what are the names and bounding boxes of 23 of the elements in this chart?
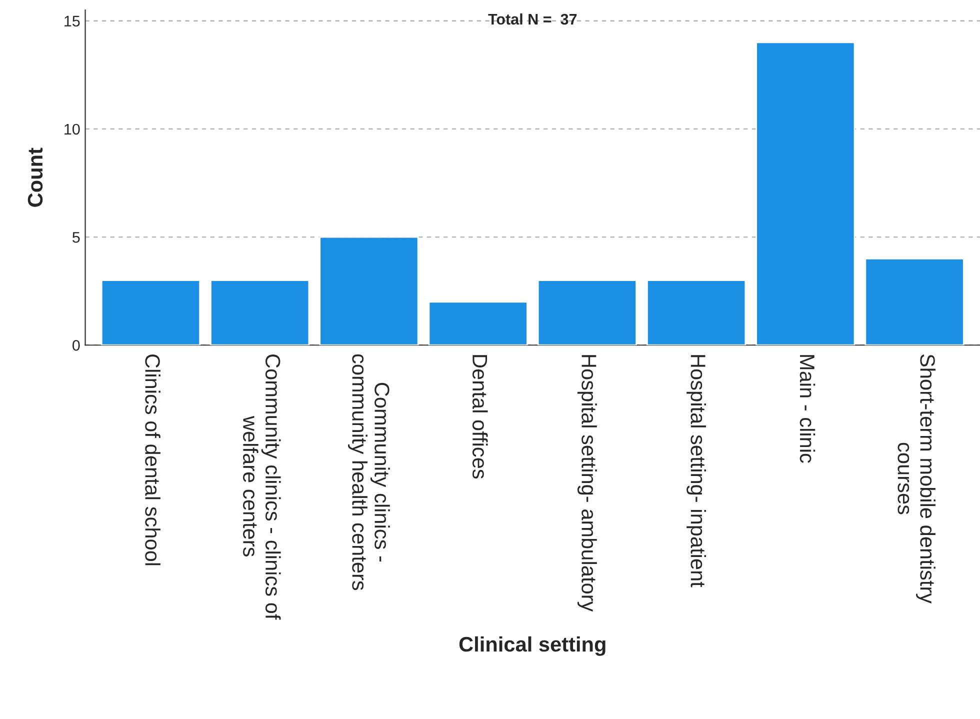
x-tick-label: Main - clinic bbox=[800, 355, 816, 463]
x-tick-label: Community clinics - clinics of welfare centers bbox=[243, 354, 281, 620]
bar bbox=[756, 42, 856, 346]
bar bbox=[210, 280, 310, 346]
x-tick-label: Hospital setting- inpatient bbox=[686, 355, 706, 588]
y-tick-label: 5 bbox=[72, 232, 80, 243]
x-tick-label: Hospital setting- ambulatory bbox=[577, 355, 597, 612]
x-tick-label: Dental offices bbox=[472, 355, 488, 479]
x-tick-label: Clinics of dental school bbox=[145, 354, 160, 566]
bar bbox=[319, 236, 419, 346]
y-tick-label: 15 bbox=[64, 16, 80, 27]
y-tick-label: 10 bbox=[64, 124, 80, 135]
bar bbox=[537, 280, 637, 346]
annotation: Total N = 37 bbox=[488, 13, 577, 25]
bar bbox=[428, 301, 528, 346]
bar bbox=[100, 280, 201, 346]
bar bbox=[646, 280, 746, 346]
y-tick-label: 0 bbox=[72, 340, 80, 351]
x-tick-label: Short-term mobile dentistry courses bbox=[898, 354, 936, 604]
y-axis-title: Count bbox=[28, 148, 43, 207]
x-axis-title: Clinical setting bbox=[459, 636, 606, 656]
x-tick-label: Community clinics - community health centers bbox=[348, 354, 390, 590]
bar bbox=[864, 258, 964, 346]
